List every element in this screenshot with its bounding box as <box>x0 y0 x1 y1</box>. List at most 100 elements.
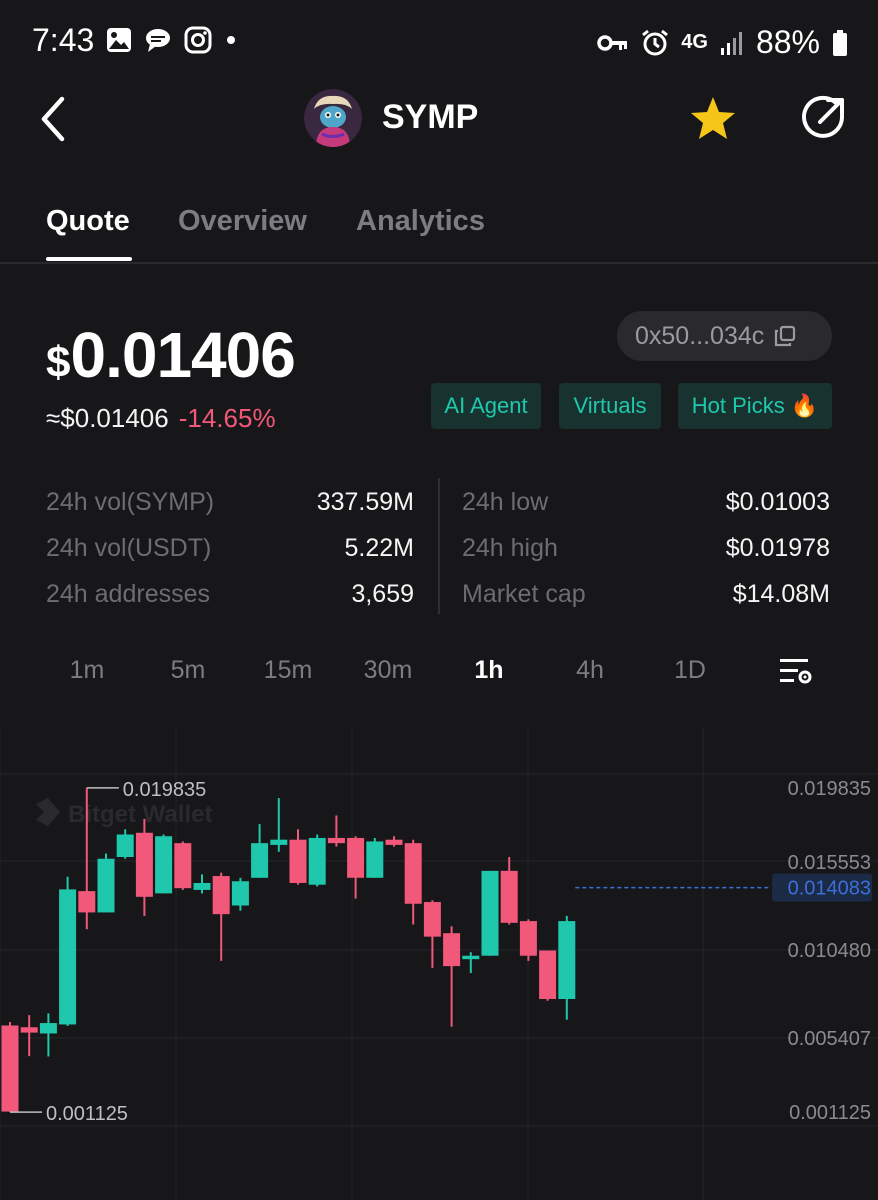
candle <box>135 818 153 916</box>
token-name: SYMP <box>382 98 479 136</box>
candle-body <box>327 837 345 844</box>
candle <box>20 1015 38 1057</box>
price-subline: ≈$0.01406 -14.65% <box>46 403 276 434</box>
back-icon[interactable] <box>32 94 76 144</box>
tag-hot-picks[interactable]: Hot Picks 🔥 <box>678 383 832 429</box>
status-time: 7:43 <box>32 22 95 58</box>
candle <box>212 872 230 961</box>
price-chart[interactable]: Bitget Wallet 0.019835 0.001125 0.019835 0… <box>0 728 878 1200</box>
star-icon[interactable] <box>688 94 738 144</box>
candle <box>462 952 480 974</box>
alarm-icon <box>642 29 669 55</box>
candle <box>347 836 365 899</box>
candle-body <box>251 843 269 878</box>
candle <box>404 839 422 925</box>
candle-body <box>519 921 537 956</box>
candle <box>59 876 77 1026</box>
candle-body <box>116 834 134 858</box>
interval-15m[interactable]: 15m <box>263 656 313 684</box>
candle <box>231 877 249 911</box>
candle <box>385 836 403 847</box>
stat-value: 5.22M <box>344 534 414 562</box>
candle-body <box>231 881 249 906</box>
stat-value: $0.01978 <box>725 534 830 562</box>
candle <box>366 837 384 878</box>
candle <box>308 834 326 887</box>
candle <box>174 841 192 890</box>
candle <box>97 853 115 913</box>
tab-analytics[interactable]: Analytics <box>356 205 485 237</box>
instagram-icon <box>184 26 212 54</box>
price-currency: $ <box>46 338 71 387</box>
network-type: 4G <box>681 31 708 53</box>
y-tick-label: 0.019835 <box>788 778 871 800</box>
candle-body <box>366 841 384 878</box>
candle <box>251 824 269 878</box>
interval-1d[interactable]: 1D <box>674 656 706 684</box>
signal-icon <box>720 31 742 55</box>
candle-body <box>1 1025 19 1112</box>
low-marker-label: 0.001125 <box>46 1103 128 1125</box>
interval-1m[interactable]: 1m <box>69 656 105 684</box>
contract-address-pill[interactable]: 0x50...034c <box>617 311 832 361</box>
y-tick-label: 0.014083 <box>788 878 871 900</box>
candle-body <box>212 876 230 915</box>
status-bar: 7:43 4G 88% <box>0 0 878 84</box>
tab-active-indicator <box>46 257 132 261</box>
stat-label: 24h vol(SYMP) <box>46 488 215 516</box>
battery-percent: 88% <box>755 24 820 60</box>
interval-5m[interactable]: 5m <box>170 656 206 684</box>
candle <box>519 919 537 961</box>
price-approx: ≈$0.01406 <box>46 403 169 433</box>
tab-quote[interactable]: Quote <box>46 205 130 237</box>
interval-1h[interactable]: 1h <box>474 656 504 684</box>
stat-value: $14.08M <box>732 580 830 608</box>
high-marker-label: 0.019835 <box>123 779 206 801</box>
interval-4h[interactable]: 4h <box>576 656 604 684</box>
candle-body <box>78 891 96 913</box>
stat-label: 24h low <box>462 488 549 516</box>
price-display: $ 0.01406 <box>46 318 296 392</box>
chart-settings-icon[interactable] <box>778 654 814 688</box>
candle-body <box>174 843 192 889</box>
tab-bar: Quote Overview Analytics <box>0 190 878 264</box>
candle-body <box>59 889 77 1025</box>
dot-icon <box>227 36 235 44</box>
contract-address: 0x50...034c <box>635 321 765 350</box>
candle-body <box>481 870 499 956</box>
y-tick-label: 0.015553 <box>788 852 871 874</box>
candle-body <box>423 902 441 937</box>
tag-virtuals[interactable]: Virtuals <box>559 383 661 429</box>
candle-body <box>385 839 403 845</box>
top-bar: SYMP <box>0 84 878 154</box>
stats-divider <box>438 478 440 614</box>
candle-body <box>135 832 153 897</box>
price-value: 0.01406 <box>70 319 295 391</box>
candle-body <box>20 1027 38 1033</box>
candle <box>500 857 518 925</box>
tag-ai-agent[interactable]: AI Agent <box>431 383 541 429</box>
interval-selector: 1m 5m 15m 30m 1h 4h 1D <box>0 648 878 694</box>
candle <box>289 829 307 885</box>
share-icon[interactable] <box>800 94 848 142</box>
y-tick-label: 0.005407 <box>788 1028 871 1050</box>
candle <box>481 870 499 956</box>
candle-body <box>289 839 307 883</box>
candle <box>327 815 345 847</box>
candle-body <box>462 955 480 960</box>
candle-body <box>347 837 365 878</box>
y-tick-label: 0.001125 <box>789 1102 871 1124</box>
candle-body <box>443 933 461 967</box>
candle <box>558 915 576 1020</box>
candle-body <box>539 950 557 1000</box>
tab-overview[interactable]: Overview <box>178 205 307 237</box>
copy-icon[interactable] <box>774 325 796 347</box>
token-avatar <box>304 89 362 147</box>
candle-body <box>500 870 518 923</box>
candle-body <box>558 921 576 1000</box>
stat-label: 24h high <box>462 534 558 562</box>
interval-30m[interactable]: 30m <box>363 656 413 684</box>
price-change: -14.65% <box>178 403 276 433</box>
stat-label: 24h vol(USDT) <box>46 534 212 562</box>
current-price-badge <box>772 873 872 902</box>
